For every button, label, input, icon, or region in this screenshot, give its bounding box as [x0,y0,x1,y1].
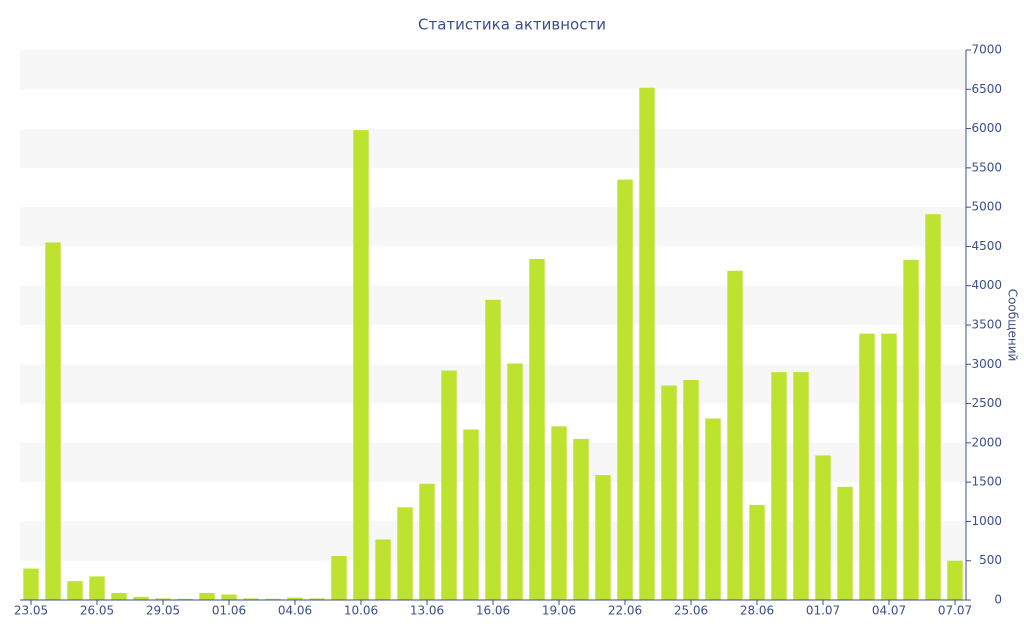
bar [507,363,523,600]
bar [947,560,963,600]
x-tick-label: 01.07 [806,604,840,618]
x-tick-label: 25.06 [674,604,708,618]
bar [771,372,787,600]
bar [573,438,589,600]
bar [23,568,39,600]
bar [441,370,457,600]
x-tick-label: 07.07 [938,604,972,618]
bar [111,592,127,600]
y-tick-label: 7000 [971,43,1002,57]
bar [639,87,655,600]
bar [925,214,941,600]
bar [617,179,633,600]
bar [265,598,281,600]
bar [859,333,875,600]
y-tick-label: 500 [979,553,1002,567]
bar [683,380,699,600]
y-tick-label: 1000 [971,514,1002,528]
grid-stripe [20,128,966,168]
y-tick-label: 3500 [971,318,1002,332]
y-tick-label: 2500 [971,396,1002,410]
bar [727,270,743,600]
x-tick-label: 26.05 [80,604,114,618]
x-tick-label: 23.05 [14,604,48,618]
bar [661,385,677,600]
bar [551,426,567,600]
x-tick-label: 04.06 [278,604,312,618]
bar [199,592,215,600]
x-tick-label: 04.07 [872,604,906,618]
bar [815,455,831,600]
bar [595,475,611,600]
x-tick-label: 19.06 [542,604,576,618]
bar [397,507,413,600]
grid-stripe [20,207,966,247]
bar [749,504,765,600]
bar [309,598,325,600]
y-tick-label: 6500 [971,82,1002,96]
bar [177,598,193,600]
chart-title: Статистика активности [418,16,606,34]
x-tick-label: 29.05 [146,604,180,618]
bar [419,483,435,600]
bar [331,556,347,600]
bar [793,372,809,600]
x-tick-label: 28.06 [740,604,774,618]
bar [837,486,853,600]
x-tick-label: 16.06 [476,604,510,618]
bar [67,581,83,600]
y-tick-label: 2000 [971,435,1002,449]
bar [221,594,237,600]
bar [375,539,391,600]
x-tick-label: 01.06 [212,604,246,618]
bar [485,299,501,600]
bar [881,333,897,600]
bar [529,259,545,600]
bar [903,259,919,600]
grid-stripe [20,50,966,90]
y-tick-label: 0 [994,593,1002,607]
bar [287,597,303,600]
y-axis-label: Сообщений [1006,289,1020,362]
y-tick-label: 4500 [971,239,1002,253]
y-tick-label: 6000 [971,121,1002,135]
y-tick-label: 4000 [971,278,1002,292]
x-tick-label: 22.06 [608,604,642,618]
bar [45,242,61,600]
bar [705,418,721,600]
y-tick-label: 1500 [971,475,1002,489]
y-tick-label: 5000 [971,200,1002,214]
y-tick-label: 3000 [971,357,1002,371]
y-tick-label: 5500 [971,160,1002,174]
bar [353,130,369,600]
x-tick-label: 10.06 [344,604,378,618]
bar [133,596,149,600]
bar [243,598,259,600]
x-tick-label: 13.06 [410,604,444,618]
bar [155,598,171,600]
bar [89,576,105,600]
bar [463,429,479,600]
